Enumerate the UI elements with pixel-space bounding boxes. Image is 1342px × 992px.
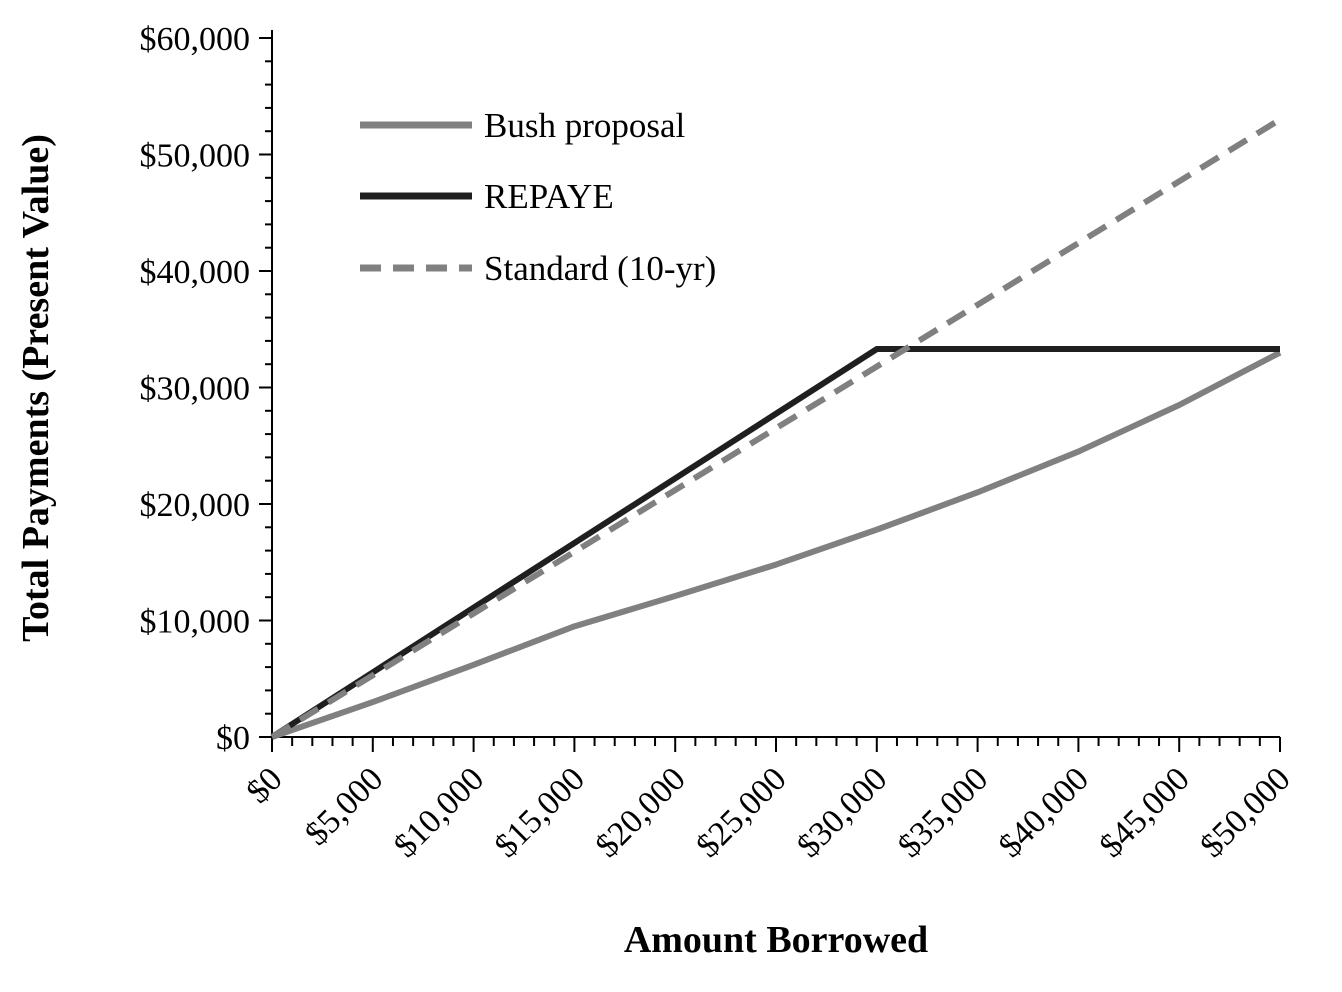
- x-tick-label: $45,000: [1093, 760, 1197, 864]
- y-axis-title: Total Payments (Present Value): [15, 134, 57, 642]
- x-tick-label: $5,000: [298, 760, 390, 852]
- x-tick-label: $25,000: [689, 760, 793, 864]
- x-tick-label: $20,000: [589, 760, 693, 864]
- x-tick-label: $30,000: [790, 760, 894, 864]
- x-tick-label: $35,000: [891, 760, 995, 864]
- x-tick-label: $50,000: [1193, 760, 1297, 864]
- x-tick-label: $40,000: [992, 760, 1096, 864]
- x-tick-label: $0: [239, 760, 289, 810]
- legend-label: Standard (10-yr): [484, 249, 716, 288]
- x-tick-label: $15,000: [488, 760, 592, 864]
- y-tick-label: $60,000: [140, 21, 251, 58]
- x-tick-label: $10,000: [387, 760, 491, 864]
- x-axis-title: Amount Borrowed: [624, 919, 928, 961]
- y-tick-label: $20,000: [140, 487, 251, 524]
- y-tick-label: $50,000: [140, 138, 251, 175]
- legend-label: Bush proposal: [484, 106, 686, 145]
- y-tick-label: $30,000: [140, 371, 251, 408]
- series-bush-proposal: [271, 349, 1282, 740]
- plot-area: $0 $10,000 $20,000 $30,000 $40,000 $50,000 $60…: [140, 21, 1298, 865]
- y-tick-label: $0: [216, 720, 250, 757]
- y-tick-label: $10,000: [140, 604, 251, 641]
- legend-label: REPAYE: [484, 177, 614, 216]
- series-repaye: [270, 346, 1280, 740]
- y-tick-label: $40,000: [140, 254, 251, 291]
